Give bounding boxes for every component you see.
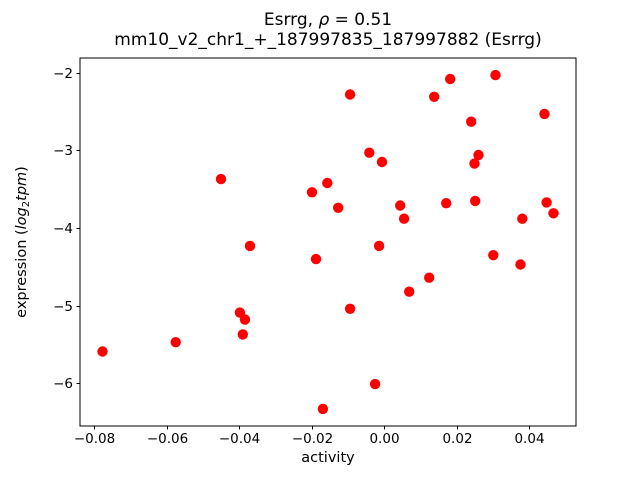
x-axis-label: activity xyxy=(301,450,355,466)
subscript-2: 2 xyxy=(21,200,32,208)
data-point xyxy=(515,259,526,270)
data-point xyxy=(488,250,499,261)
data-point xyxy=(322,177,333,189)
data-point xyxy=(344,303,356,314)
data-point xyxy=(170,337,181,348)
x-tick-label: −0.08 xyxy=(74,431,115,447)
rho-symbol: ρ xyxy=(318,10,330,30)
data-point xyxy=(97,346,108,357)
data-point xyxy=(517,213,528,224)
subtitle-line: mm10_v2_chr1_+_187997835_187997882 (Esrr… xyxy=(114,29,542,50)
x-tick-label: −0.04 xyxy=(219,431,260,447)
tick-labels: −0.08 −0.06 −0.04 −0.02 0.00 0.02 0.04 −2 −3 −4 −5… xyxy=(53,66,544,447)
data-point xyxy=(317,403,329,415)
data-point xyxy=(373,240,385,252)
x-tick-label: 0.02 xyxy=(442,431,472,447)
x-tick-label: 0.04 xyxy=(514,431,544,447)
data-point xyxy=(395,200,406,211)
data-point xyxy=(398,213,410,224)
y-tick-label: −3 xyxy=(53,143,73,159)
data-point xyxy=(469,158,480,169)
data-point xyxy=(364,147,375,158)
data-point xyxy=(376,156,388,168)
data-point xyxy=(548,208,559,219)
y-tick-label: −4 xyxy=(53,221,73,237)
data-point xyxy=(490,69,501,81)
x-tick-label: −0.02 xyxy=(292,431,333,447)
data-point xyxy=(473,149,484,161)
y-axis-label: expression (log2tpm) xyxy=(14,166,32,318)
x-tick-label: 0.00 xyxy=(369,431,399,447)
data-point xyxy=(237,329,248,340)
data-point xyxy=(541,197,552,208)
data-point xyxy=(306,187,318,198)
data-point xyxy=(310,253,322,265)
axes-frame xyxy=(79,57,577,427)
data-point xyxy=(539,108,550,120)
data-point xyxy=(445,73,456,85)
data-point xyxy=(424,272,435,283)
data-point xyxy=(429,91,440,103)
data-point xyxy=(404,286,415,297)
data-point xyxy=(215,173,227,185)
tick-marks xyxy=(76,73,530,430)
scatter-points xyxy=(97,69,559,415)
y-tick-label: −6 xyxy=(53,376,73,392)
x-tick-label: −0.06 xyxy=(147,431,188,447)
chart-title: Esrrg, ρ = 0.51 mm10_v2_chr1_+_187997835… xyxy=(80,10,576,50)
data-point xyxy=(333,202,344,213)
title-line: Esrrg, ρ = 0.51 xyxy=(263,10,393,30)
data-point xyxy=(441,198,452,209)
data-point xyxy=(466,116,477,127)
data-point xyxy=(344,89,356,100)
data-point xyxy=(470,195,481,207)
data-point xyxy=(239,314,251,325)
data-point xyxy=(369,378,381,390)
data-point xyxy=(244,240,256,252)
y-tick-label: −5 xyxy=(53,299,73,315)
y-tick-label: −2 xyxy=(53,66,73,82)
